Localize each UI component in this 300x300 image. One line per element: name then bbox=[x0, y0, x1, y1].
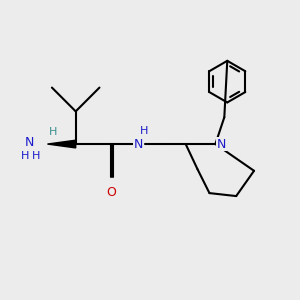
Text: N: N bbox=[217, 138, 226, 151]
Text: H: H bbox=[140, 126, 148, 136]
Text: O: O bbox=[106, 186, 116, 199]
Text: H: H bbox=[49, 127, 58, 136]
Text: H: H bbox=[20, 151, 29, 160]
Polygon shape bbox=[47, 140, 76, 148]
Text: N: N bbox=[25, 136, 34, 149]
Text: N: N bbox=[134, 138, 143, 151]
Text: H: H bbox=[32, 151, 40, 160]
